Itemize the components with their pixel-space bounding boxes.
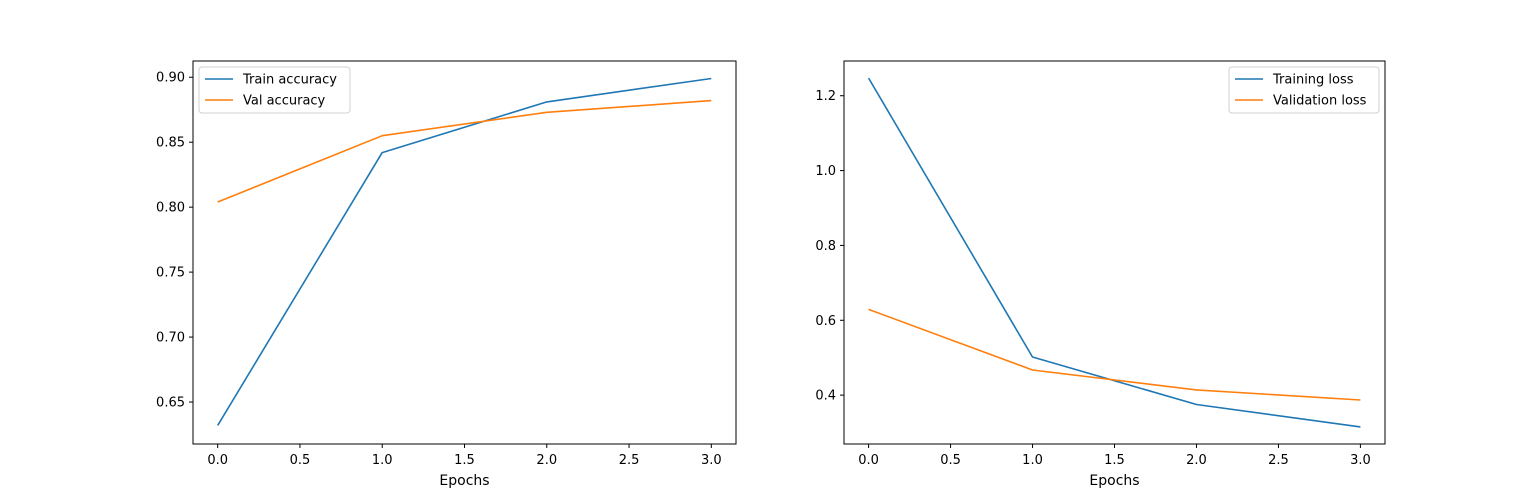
y-tick-label: 0.4: [815, 389, 836, 404]
x-axis-label: Epochs: [1089, 473, 1139, 489]
y-tick-label: 0.65: [156, 396, 185, 411]
accuracy-chart: 0.0 0.5 1.0 1.5 2.0 2.5 3.0 0.65 0.70 0.75 0.80 0.8…: [156, 60, 737, 489]
series-line-train-accuracy: [217, 77, 712, 426]
legend-box: [1228, 66, 1380, 114]
legend-label: Training loss: [1272, 73, 1354, 88]
x-tick-label: 2.0: [1186, 453, 1207, 468]
legend-label: Train accuracy: [242, 73, 337, 88]
series-line-val-accuracy: [217, 99, 712, 203]
x-tick-label: 2.5: [1268, 453, 1289, 468]
axes-frame: [192, 60, 737, 445]
x-tick-label: 0.5: [940, 453, 961, 468]
x-tick-label: 0.5: [290, 453, 311, 468]
x-tick-label: 1.5: [1104, 453, 1125, 468]
x-tick-label: 2.0: [536, 453, 557, 468]
x-axis-label: Epochs: [439, 473, 489, 489]
x-tick-label: 0.0: [858, 453, 879, 468]
x-tick-label: 3.0: [1350, 453, 1371, 468]
x-tick-label: 1.0: [1022, 453, 1043, 468]
y-tick-label: 0.80: [156, 201, 185, 216]
legend-box: [198, 66, 351, 114]
x-tick-label: 0.0: [207, 453, 228, 468]
y-tick-label: 0.6: [815, 314, 836, 329]
x-tick-label: 3.0: [701, 453, 722, 468]
x-tick-label: 1.5: [454, 453, 475, 468]
y-tick-label: 0.8: [815, 239, 836, 254]
series-line-validation-loss: [868, 308, 1361, 401]
legend: Train accuracy Val accuracy: [198, 66, 351, 114]
y-tick-label: 0.90: [156, 71, 185, 86]
y-tick-label: 0.75: [156, 266, 185, 281]
x-tick-label: 2.5: [619, 453, 640, 468]
legend: Training loss Validation loss: [1228, 66, 1380, 114]
y-tick-label: 1.0: [815, 164, 836, 179]
axes-frame: [843, 60, 1386, 445]
y-tick-label: 0.70: [156, 331, 185, 346]
y-tick-label: 0.85: [156, 136, 185, 151]
loss-chart: 0.0 0.5 1.0 1.5 2.0 2.5 3.0 0.4 0.6 0.8 1.0 1.2 Epoc…: [815, 60, 1386, 489]
x-tick-label: 1.0: [372, 453, 393, 468]
legend-label: Val accuracy: [243, 94, 326, 109]
y-tick-label: 1.2: [815, 89, 836, 104]
legend-label: Validation loss: [1273, 94, 1367, 109]
series-line-training-loss: [867, 77, 1361, 428]
